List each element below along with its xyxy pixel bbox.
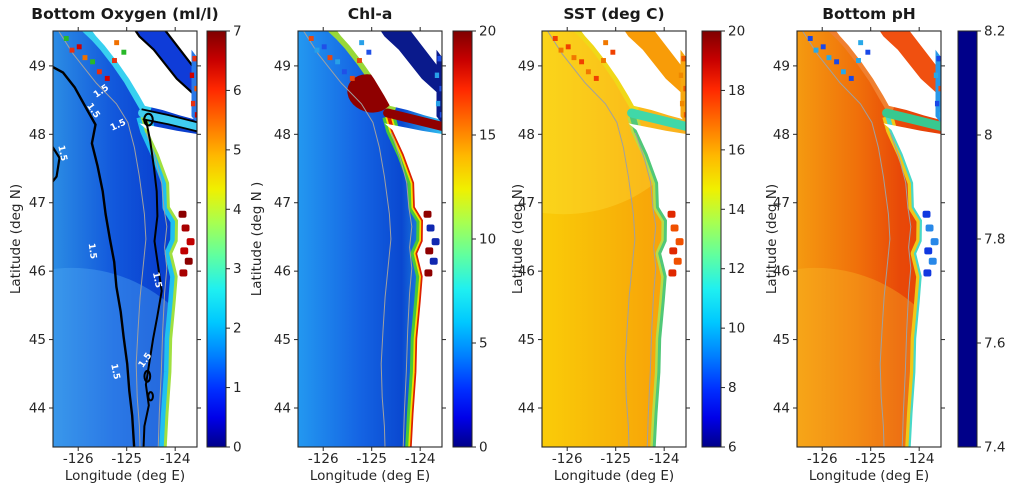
svg-text:46: 46: [518, 264, 535, 280]
panel-4-colorbar: 8.2 8 7.8 7.6 7.4: [957, 24, 1005, 456]
svg-text:4: 4: [233, 202, 242, 218]
svg-text:44: 44: [773, 401, 790, 417]
svg-text:46: 46: [773, 264, 790, 280]
panel-1-axes: -126 -125 -124 49 48 47 46 45 44: [29, 27, 201, 467]
panel-4-map: [797, 31, 941, 447]
svg-text:44: 44: [518, 401, 535, 417]
svg-text:8: 8: [984, 128, 993, 144]
panel-1-xlabel: Longitude (deg E): [64, 468, 186, 484]
svg-text:0: 0: [479, 440, 488, 456]
svg-text:15: 15: [479, 128, 496, 144]
svg-text:7.4: 7.4: [984, 440, 1005, 456]
panel-1-ylabel: Latitude (deg N): [8, 183, 24, 295]
svg-text:-125: -125: [600, 451, 631, 467]
panel-1-title: Bottom Oxygen (ml/l): [31, 5, 219, 23]
svg-text:-126: -126: [63, 451, 94, 467]
panel-2-colorbar: 20 15 10 5 0: [452, 24, 496, 456]
panel-2-xlabel: Longitude (deg E): [309, 468, 431, 484]
svg-text:16: 16: [728, 142, 745, 158]
svg-text:2: 2: [233, 321, 242, 337]
svg-text:45: 45: [773, 332, 790, 348]
svg-text:46: 46: [274, 264, 291, 280]
panel-3-xlabel: Longitude (deg E): [553, 468, 675, 484]
svg-text:1: 1: [233, 380, 242, 396]
panel-1-map: 1.51.51.51.51.51.51.51.5: [53, 31, 197, 447]
svg-text:1.5: 1.5: [86, 243, 98, 260]
panel-1-colorbar: 7 6 5 4 3 2 1 0: [206, 24, 242, 456]
svg-text:47: 47: [29, 195, 46, 211]
panel-3-map: [542, 31, 686, 447]
svg-text:12: 12: [728, 261, 745, 277]
svg-text:3: 3: [233, 261, 242, 277]
panel-2-axes: -126 -125 -124 49 48 47 46 45 44: [274, 27, 446, 467]
svg-text:-124: -124: [405, 451, 436, 467]
svg-text:20: 20: [479, 24, 496, 40]
svg-text:20: 20: [728, 24, 745, 40]
svg-text:14: 14: [728, 202, 745, 218]
svg-text:48: 48: [274, 127, 291, 143]
svg-text:-125: -125: [111, 451, 142, 467]
svg-text:-125: -125: [356, 451, 387, 467]
svg-text:47: 47: [274, 195, 291, 211]
svg-text:45: 45: [29, 332, 46, 348]
svg-text:47: 47: [773, 195, 790, 211]
svg-text:6: 6: [233, 83, 242, 99]
svg-text:7.6: 7.6: [984, 336, 1005, 352]
svg-text:-124: -124: [160, 451, 191, 467]
svg-text:5: 5: [479, 336, 488, 352]
svg-text:8.2: 8.2: [984, 24, 1005, 40]
svg-text:47: 47: [518, 195, 535, 211]
svg-text:44: 44: [29, 401, 46, 417]
svg-text:18: 18: [728, 83, 745, 99]
panel-2-map: [298, 31, 442, 447]
svg-text:-126: -126: [807, 451, 838, 467]
svg-text:49: 49: [518, 58, 535, 74]
panel-4-axes: -126 -125 -124 49 48 47 46 45 44: [773, 27, 945, 467]
svg-text:1.5: 1.5: [108, 363, 121, 381]
svg-text:7.8: 7.8: [984, 232, 1005, 248]
svg-text:7: 7: [233, 24, 242, 40]
svg-text:1.5: 1.5: [150, 271, 163, 289]
svg-text:-126: -126: [552, 451, 583, 467]
panel-3-ylabel: Latitude (deg N): [510, 183, 526, 295]
svg-text:10: 10: [728, 321, 745, 337]
panel-4-ylabel: Latitude (deg N): [764, 183, 780, 295]
svg-text:8: 8: [728, 380, 737, 396]
panel-3-colorbar: 20 18 16 14 12 10 8 6: [701, 24, 745, 456]
svg-text:48: 48: [29, 127, 46, 143]
panel-2-title: Chl-a: [347, 5, 393, 23]
svg-text:44: 44: [274, 401, 291, 417]
svg-text:45: 45: [518, 332, 535, 348]
svg-text:49: 49: [274, 58, 291, 74]
panel-4-title: Bottom pH: [822, 5, 916, 23]
svg-text:-124: -124: [904, 451, 935, 467]
svg-text:49: 49: [29, 58, 46, 74]
panel-2-ylabel: Latitude (deg N ): [249, 181, 265, 297]
svg-text:45: 45: [274, 332, 291, 348]
svg-text:-124: -124: [649, 451, 680, 467]
svg-text:46: 46: [29, 264, 46, 280]
svg-text:1.5: 1.5: [55, 144, 68, 162]
svg-text:5: 5: [233, 142, 242, 158]
panel-4-xlabel: Longitude (deg E): [808, 468, 930, 484]
svg-text:6: 6: [728, 440, 737, 456]
svg-text:48: 48: [773, 127, 790, 143]
svg-text:10: 10: [479, 232, 496, 248]
svg-text:-126: -126: [308, 451, 339, 467]
svg-text:48: 48: [518, 127, 535, 143]
svg-text:0: 0: [233, 440, 242, 456]
panel-3-axes: -126 -125 -124 49 48 47 46 45 44: [518, 27, 690, 467]
svg-text:-125: -125: [855, 451, 886, 467]
svg-text:49: 49: [773, 58, 790, 74]
panel-3-title: SST (deg C): [563, 5, 665, 23]
